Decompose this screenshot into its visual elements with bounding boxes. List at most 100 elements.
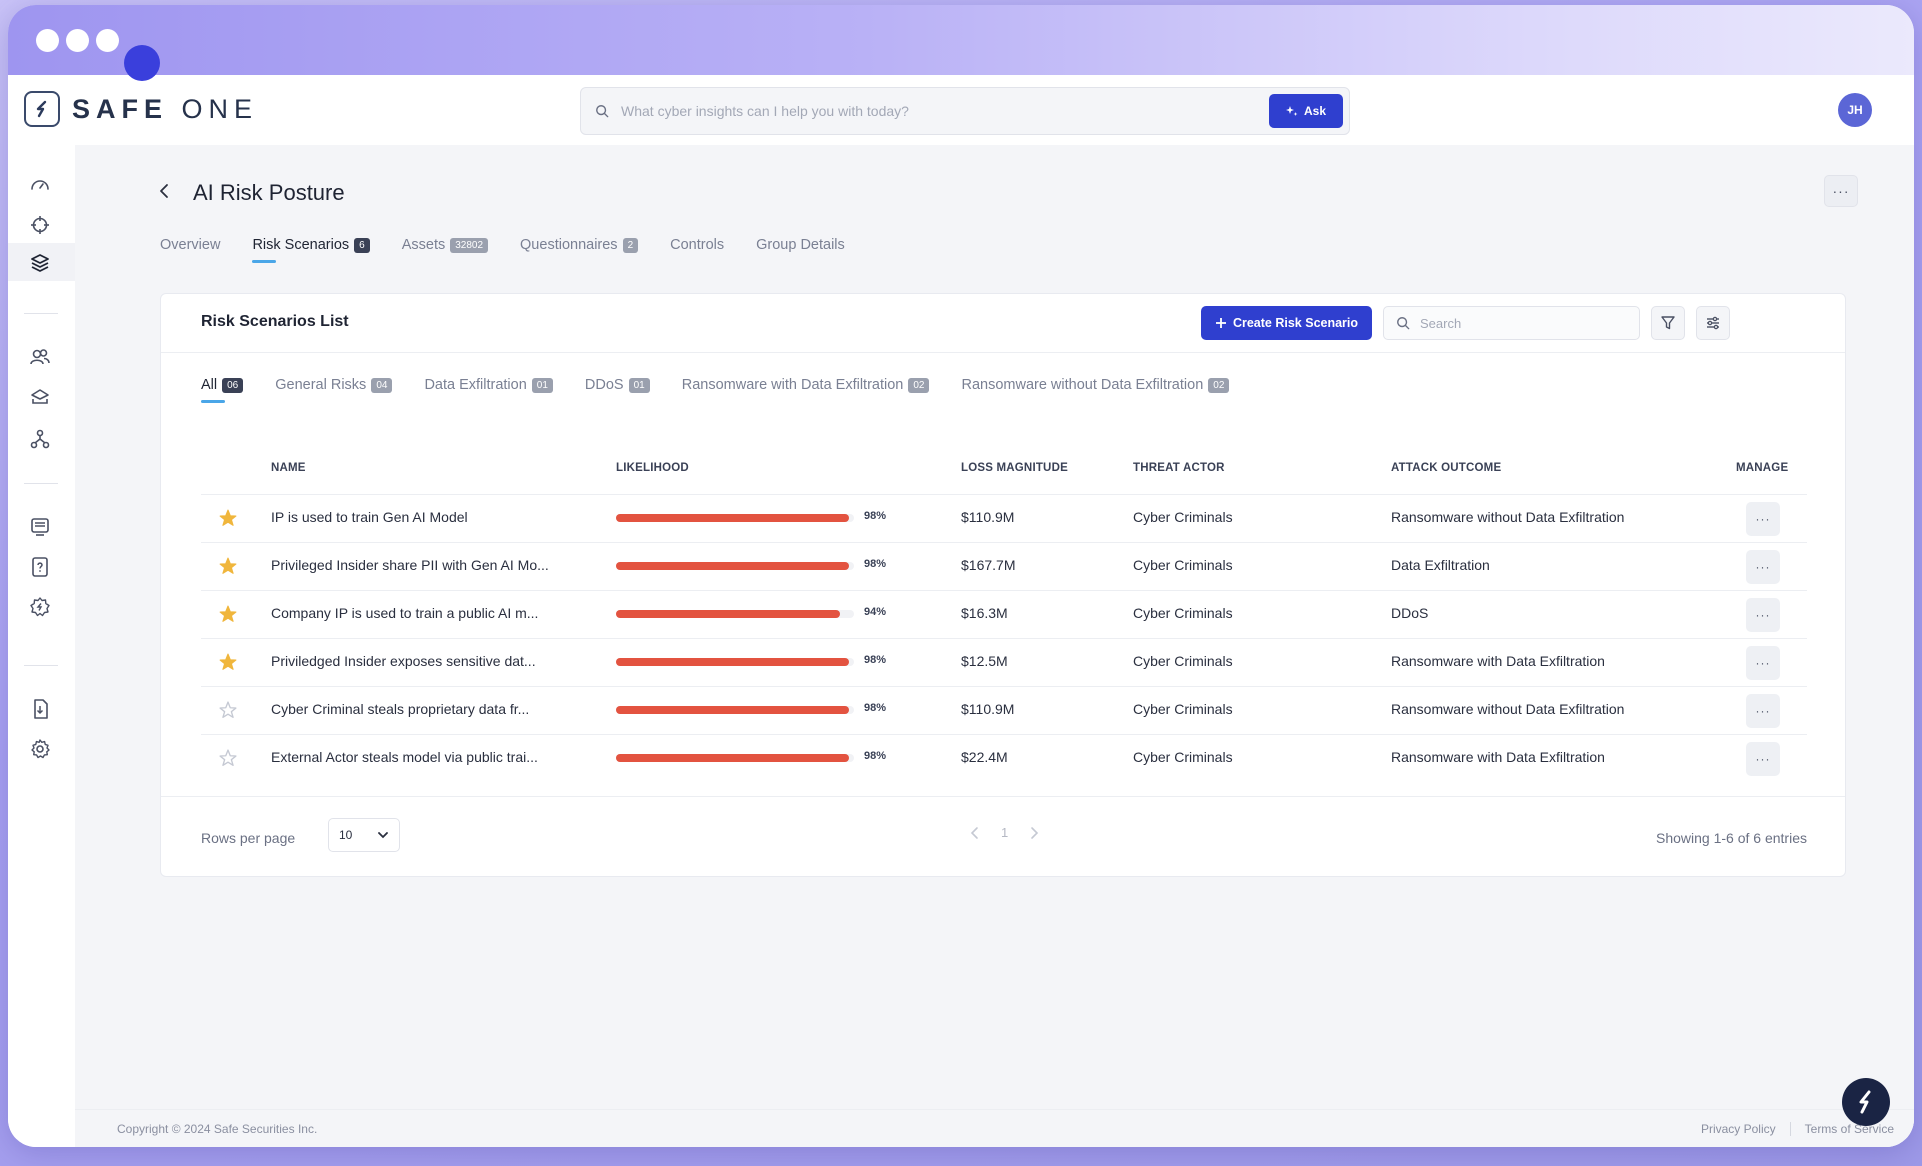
question-document-icon[interactable] (28, 555, 52, 579)
scenario-name[interactable]: Privileged Insider share PII with Gen AI… (271, 557, 549, 573)
likelihood-percent: 98% (864, 510, 887, 522)
column-attack-outcome[interactable]: ATTACK OUTCOME (1391, 462, 1502, 474)
current-page[interactable]: 1 (1001, 825, 1009, 840)
filter-ddos[interactable]: DDoS 01 (585, 377, 650, 403)
ai-search-placeholder[interactable]: What cyber insights can I help you with … (621, 103, 909, 119)
privacy-policy-link[interactable]: Privacy Policy (1700, 1122, 1776, 1136)
filter-count-badge: 02 (1208, 377, 1230, 393)
row-more-button[interactable]: ··· (1746, 742, 1780, 776)
star-outline-icon[interactable] (219, 749, 237, 767)
filter-general-risks[interactable]: General Risks 04 (275, 377, 393, 403)
row-more-button[interactable]: ··· (1746, 550, 1780, 584)
filter-data-exfiltration[interactable]: Data Exfiltration 01 (424, 377, 553, 403)
row-more-button[interactable]: ··· (1746, 598, 1780, 632)
threat-actor: Cyber Criminals (1133, 557, 1233, 573)
risk-scenarios-card: Risk Scenarios List Create Risk Scenario… (160, 293, 1846, 877)
scenario-search-input[interactable] (1420, 315, 1620, 331)
scenario-name[interactable]: Cyber Criminal steals proprietary data f… (271, 701, 530, 717)
tab-overview[interactable]: Overview (160, 237, 220, 263)
table-row[interactable]: Priviledged Insider exposes sensitive da… (201, 638, 1807, 686)
footer-separator (1789, 1122, 1791, 1136)
filter-all[interactable]: All 06 (201, 377, 244, 403)
window-close-dot[interactable] (36, 29, 59, 52)
tab-group-details[interactable]: Group Details (756, 237, 845, 263)
attack-outcome: Ransomware without Data Exfiltration (1391, 509, 1625, 525)
ask-button[interactable]: Ask (1269, 94, 1343, 128)
filter-label: General Risks (275, 377, 367, 393)
prev-page-icon[interactable] (969, 826, 981, 840)
likelihood-bar-fill (616, 610, 840, 618)
column-name[interactable]: NAME (271, 462, 306, 474)
storage-hat-icon[interactable] (28, 385, 52, 409)
likelihood-bar-fill (616, 754, 850, 762)
back-chevron-icon[interactable] (155, 181, 175, 206)
safe-logo-icon (24, 91, 60, 127)
create-risk-scenario-button[interactable]: Create Risk Scenario (1201, 306, 1372, 340)
scenario-search-field[interactable] (1383, 306, 1640, 340)
scenario-name[interactable]: External Actor steals model via public t… (271, 749, 538, 765)
threat-actor: Cyber Criminals (1133, 509, 1233, 525)
star-outline-icon[interactable] (219, 701, 237, 719)
window-titlebar (8, 5, 1914, 75)
table-row[interactable]: External Actor steals model via public t… (201, 734, 1807, 782)
likelihood-bar-fill (616, 562, 850, 570)
ai-search-bar[interactable]: What cyber insights can I help you with … (580, 87, 1350, 135)
column-loss-magnitude[interactable]: LOSS MAGNITUDE (961, 462, 1068, 474)
tab-risk-scenarios[interactable]: Risk Scenarios 6 (252, 237, 370, 263)
tab-assets[interactable]: Assets 32802 (402, 237, 489, 263)
page-more-button[interactable]: ··· (1824, 175, 1858, 207)
window-maximize-dot[interactable] (96, 29, 119, 52)
tab-count-badge: 2 (622, 237, 639, 253)
column-likelihood[interactable]: LIKELIHOOD (616, 462, 689, 474)
filter-ransomware-with-data-exfiltration[interactable]: Ransomware with Data Exfiltration 02 (682, 377, 930, 403)
table-header: NAME LIKELIHOOD LOSS MAGNITUDE THREAT AC… (201, 462, 1807, 482)
star-filled-icon[interactable] (219, 557, 237, 575)
star-filled-icon[interactable] (219, 605, 237, 623)
scenario-name[interactable]: Company IP is used to train a public AI … (271, 605, 539, 621)
tab-label: Overview (160, 237, 221, 253)
tab-questionnaires[interactable]: Questionnaires 2 (520, 237, 639, 263)
users-icon[interactable] (28, 345, 52, 369)
star-filled-icon[interactable] (219, 653, 237, 671)
layers-icon[interactable] (28, 251, 52, 275)
star-filled-icon[interactable] (219, 509, 237, 527)
sidebar-divider (24, 483, 58, 484)
terms-of-service-link[interactable]: Terms of Service (1804, 1122, 1894, 1136)
rows-per-page-select[interactable]: 10 (328, 818, 400, 852)
tab-label: Questionnaires (520, 237, 618, 253)
filter-ransomware-without-data-exfiltration[interactable]: Ransomware without Data Exfiltration 02 (961, 377, 1230, 403)
scenario-name[interactable]: IP is used to train Gen AI Model (271, 509, 468, 525)
row-more-button[interactable]: ··· (1746, 502, 1780, 536)
filter-button[interactable] (1651, 306, 1685, 340)
dashboard-gauge-icon[interactable] (28, 173, 52, 197)
crosshair-icon[interactable] (28, 213, 52, 237)
row-more-button[interactable]: ··· (1746, 694, 1780, 728)
user-avatar[interactable]: JH (1838, 93, 1872, 127)
threat-actor: Cyber Criminals (1133, 701, 1233, 717)
column-settings-button[interactable] (1696, 306, 1730, 340)
tab-label: Controls (670, 237, 725, 253)
table-row[interactable]: Privileged Insider share PII with Gen AI… (201, 542, 1807, 590)
column-manage: MANAGE (1736, 462, 1789, 474)
attack-outcome: Ransomware with Data Exfiltration (1391, 749, 1605, 765)
safe-one-logo[interactable]: SAFE ONE (24, 91, 258, 127)
table-row[interactable]: Cyber Criminal steals proprietary data f… (201, 686, 1807, 734)
table-row[interactable]: IP is used to train Gen AI Model 98% $110.… (201, 494, 1807, 542)
row-more-button[interactable]: ··· (1746, 646, 1780, 680)
network-nodes-icon[interactable] (28, 427, 52, 451)
report-list-icon[interactable] (28, 515, 52, 539)
document-download-icon[interactable] (28, 697, 52, 721)
search-icon (1397, 317, 1410, 330)
security-gear-icon[interactable] (28, 595, 52, 619)
scenario-name[interactable]: Priviledged Insider exposes sensitive da… (271, 653, 536, 669)
chat-assistant-button[interactable] (1842, 1078, 1890, 1126)
table-row[interactable]: Company IP is used to train a public AI … (201, 590, 1807, 638)
tab-controls[interactable]: Controls (670, 237, 724, 263)
window-minimize-dot[interactable] (66, 29, 89, 52)
settings-gear-icon[interactable] (28, 737, 52, 761)
safe-logo-icon (1859, 1090, 1871, 1114)
top-navbar: SAFE ONE What cyber insights can I help … (8, 75, 1914, 145)
next-page-icon[interactable] (1028, 826, 1040, 840)
column-threat-actor[interactable]: THREAT ACTOR (1133, 462, 1225, 474)
likelihood-percent: 98% (864, 558, 887, 570)
